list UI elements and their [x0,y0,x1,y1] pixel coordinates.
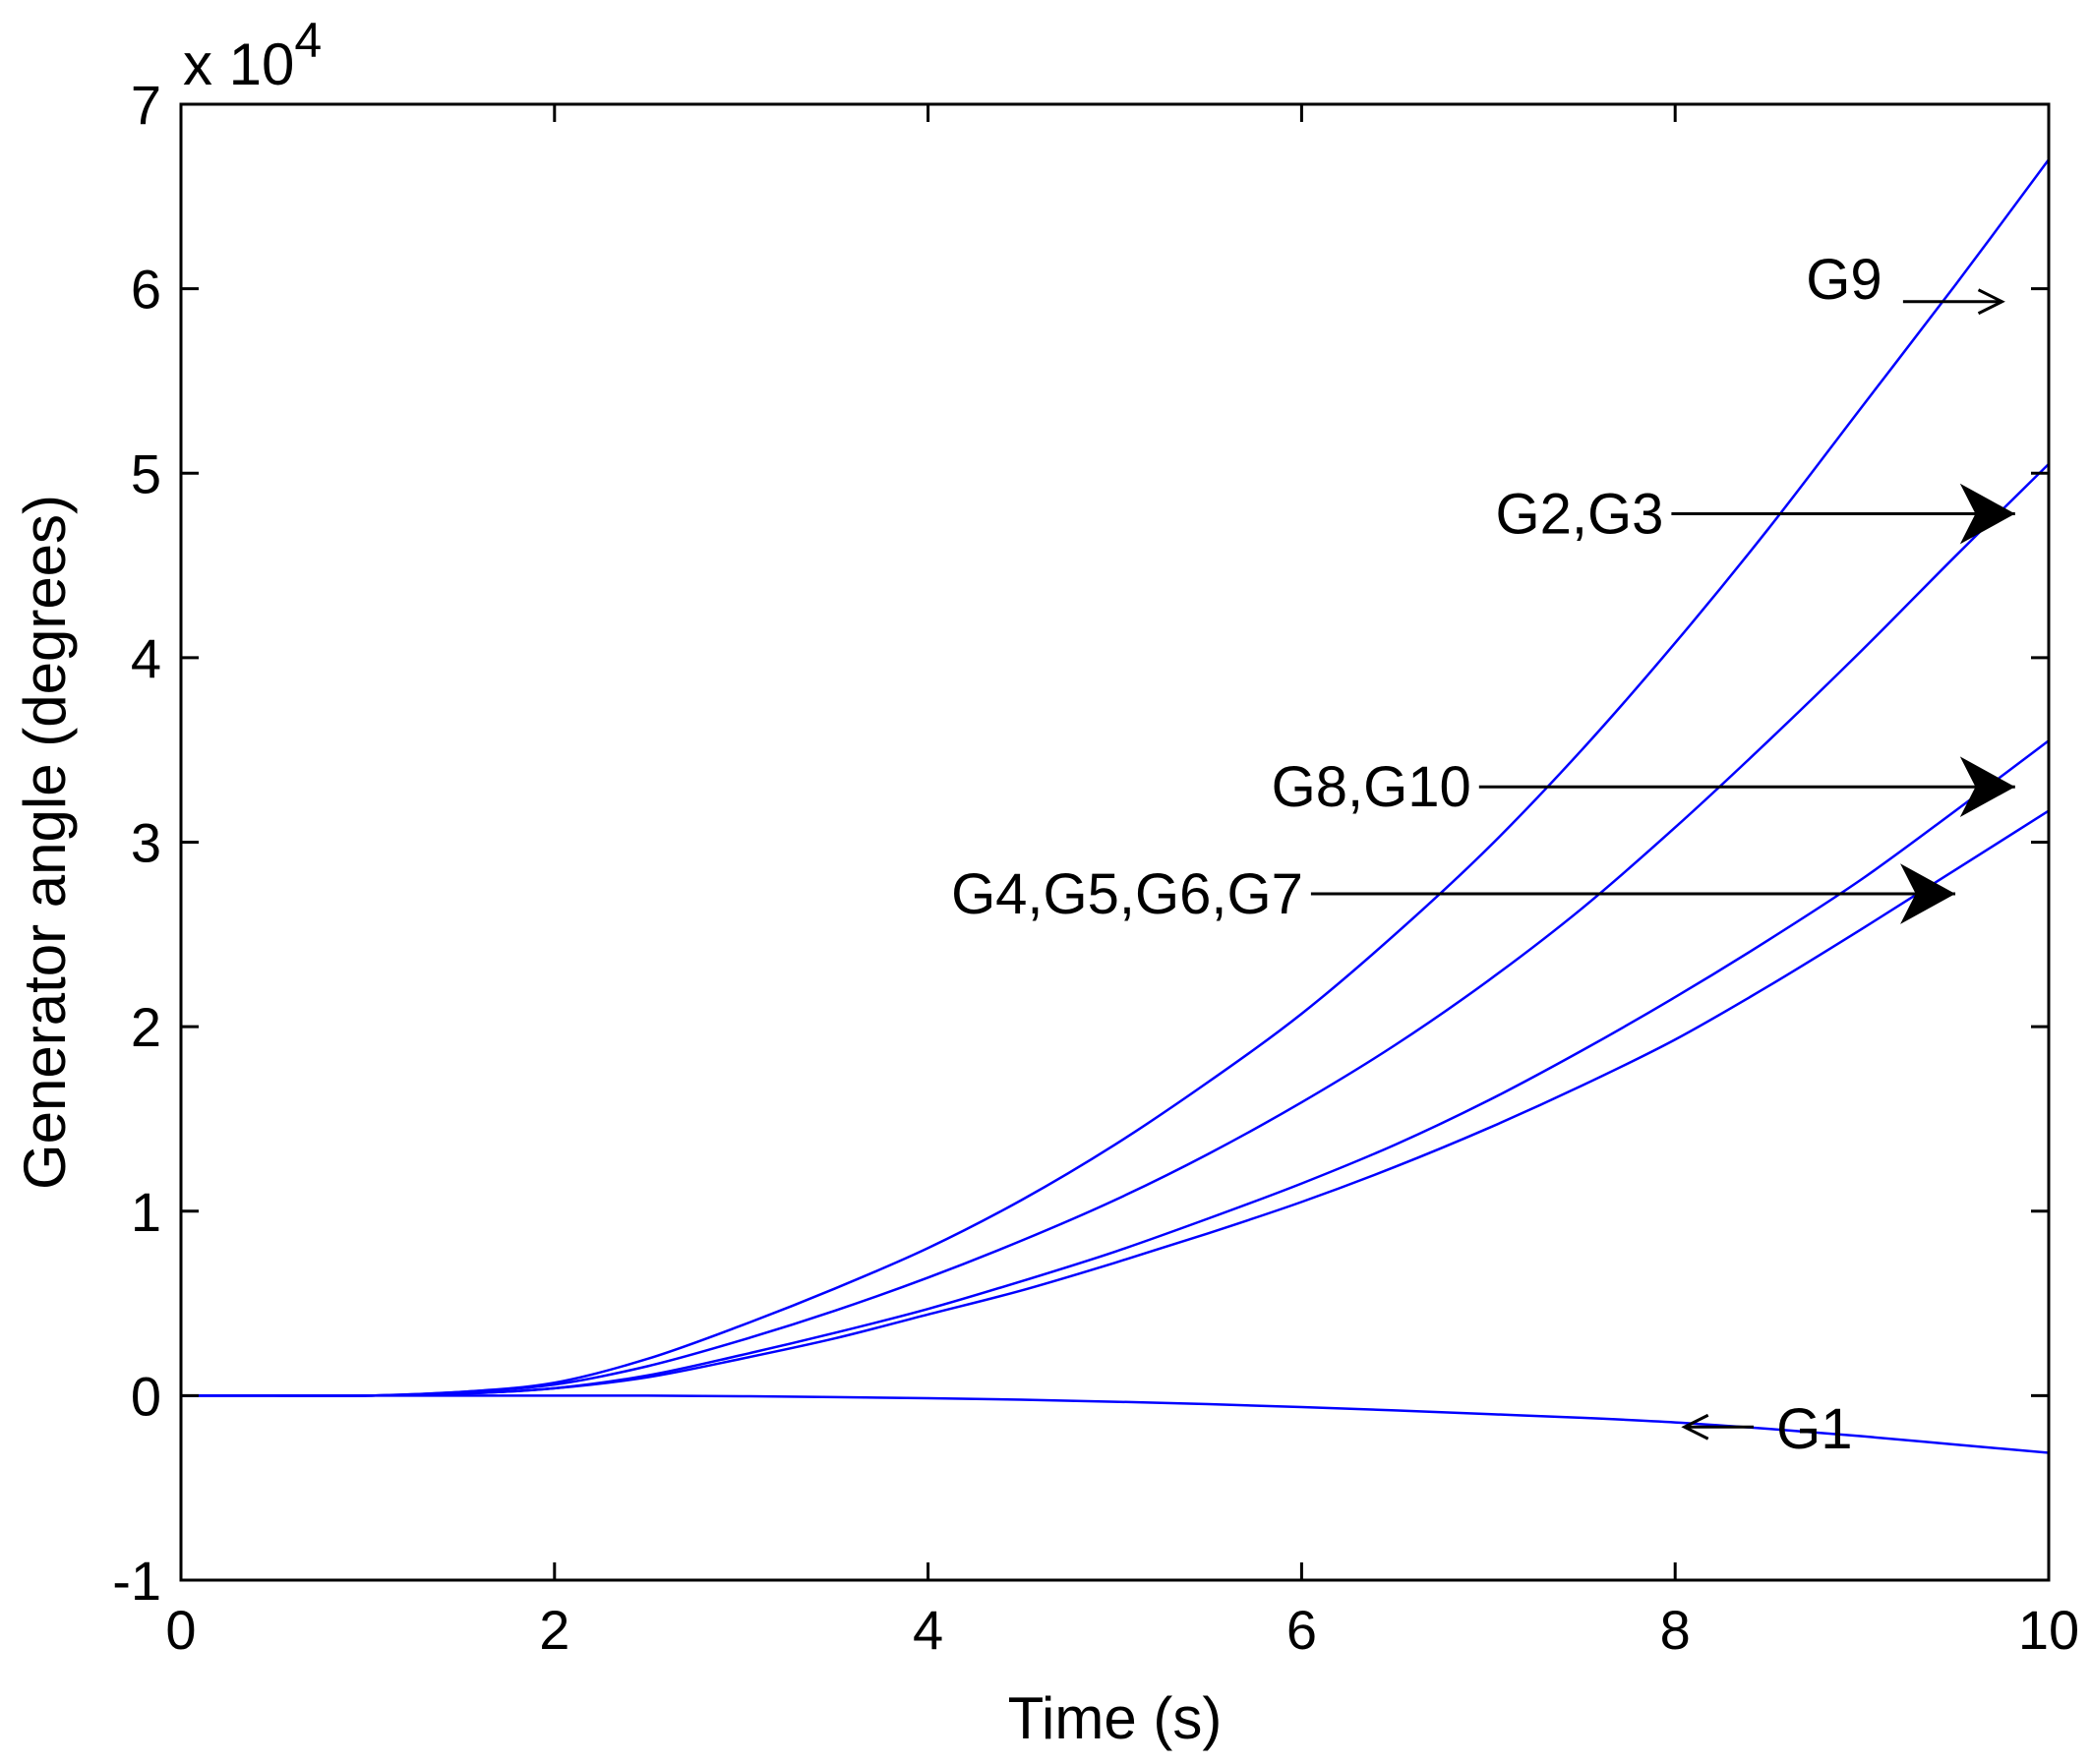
x-tick-label: 10 [2018,1599,2079,1661]
y-tick-label: 1 [131,1181,161,1243]
series-line-g1 [181,1394,2050,1454]
y-tick-label: 4 [131,627,161,689]
y-tick-label: 0 [131,1365,161,1427]
series-line-g8-g10 [181,739,2050,1397]
y-tick-label: 7 [131,74,161,136]
annotation-arrow-head [1959,756,2015,818]
y-multiplier-exponent: 4 [294,13,322,68]
y-tick-label: -1 [112,1550,161,1612]
annotation-label-g1: G1 [1776,1397,1852,1461]
series-line-g4-g5-g6-g7 [181,809,2050,1397]
y-tick-label: 5 [131,442,161,504]
y-tick-label: 2 [131,996,161,1058]
annotation-label-g4-g5-g6-g7: G4,G5,G6,G7 [951,862,1303,926]
series-layer [181,158,2051,1454]
annotation-arrow-head [1681,1413,1709,1441]
plot-area-frame [179,102,2051,1582]
y-multiplier-prefix: x 10 [183,31,294,97]
y-axis-label: Generator angle (degrees) [12,495,78,1190]
y-axis-multiplier: x 104 [183,13,322,97]
series-line-g2-g3 [181,462,2050,1397]
y-tick-label: 3 [131,812,161,874]
x-axis-label: Time (s) [1008,1685,1223,1751]
annotation-layer: G9 G2,G3 G8,G10 G4,G5,G6,G7 G1 [951,248,2015,1461]
annotation-arrow-head [1977,288,2005,316]
x-tick-label: 8 [1660,1599,1691,1661]
annotation-arrow-head [1959,483,2015,545]
series-line-g9 [181,158,2051,1397]
annotation-arrow-head [1900,863,1956,924]
x-tick-label: 2 [539,1599,569,1661]
y-tick-label: 6 [131,259,161,321]
annotation-label-g2-g3: G2,G3 [1496,483,1664,547]
x-tick-label: 0 [165,1599,196,1661]
x-tick-label: 4 [913,1599,943,1661]
annotation-label-g9: G9 [1806,248,1882,312]
annotation-label-g8-g10: G8,G10 [1272,755,1471,819]
x-tick-label: 6 [1286,1599,1317,1661]
